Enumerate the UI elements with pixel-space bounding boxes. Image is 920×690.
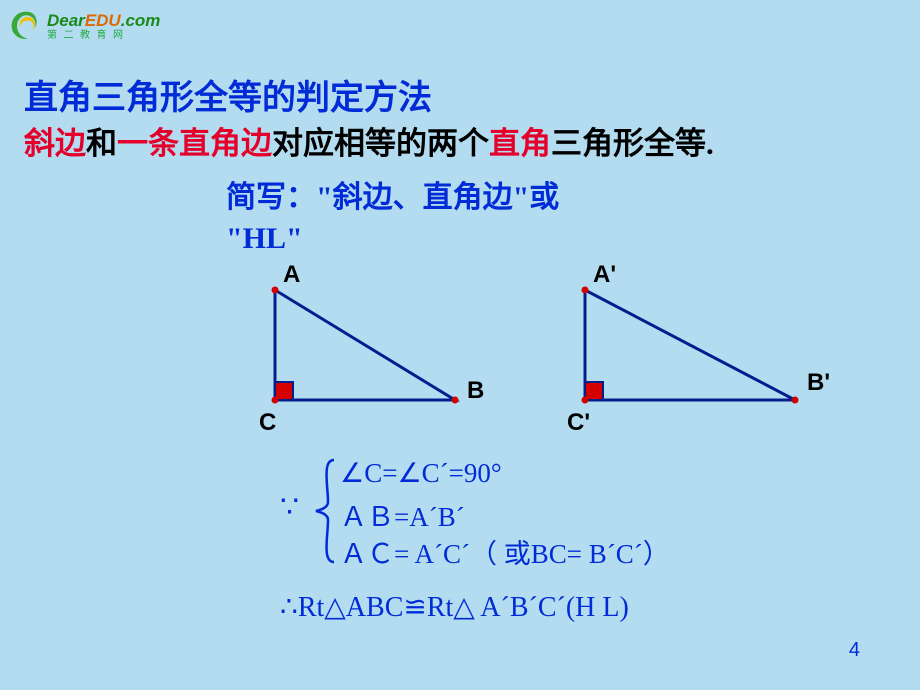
logo: DearEDU.com 第 二 教 育 网	[8, 8, 160, 44]
label-cp: C'	[567, 409, 590, 436]
label-bp: B'	[807, 369, 830, 396]
triangle-abc: A B C	[259, 261, 484, 436]
label-c: C	[259, 409, 276, 436]
logo-brand-green: Dear	[47, 11, 85, 30]
theorem-p1: 斜边	[24, 126, 86, 161]
page-number: 4	[849, 639, 860, 662]
theorem-p3: 一条直角边	[117, 126, 272, 161]
logo-text: DearEDU.com 第 二 教 育 网	[47, 12, 160, 41]
triangles-diagram: A B C A' B' C'	[235, 260, 875, 460]
theorem-p4: 对应相等的两个	[272, 126, 489, 161]
theorem-p2: 和	[86, 126, 117, 161]
page-title: 直角三角形全等的判定方法	[24, 70, 432, 119]
label-b: B	[467, 377, 484, 404]
brace-icon	[312, 456, 340, 566]
abbrev-line1: 简写："斜边、直角边"或	[226, 178, 559, 219]
triangle-apbpcp: A' B' C'	[567, 261, 830, 436]
abbrev: 简写："斜边、直角边"或 "HL"	[226, 178, 559, 259]
condition-1: ∠C=∠C´=90°	[340, 458, 502, 489]
theorem-p5: 直角	[489, 126, 551, 161]
because-symbol: ∵	[280, 490, 299, 525]
condition-2: ＡＢ=A´B´	[340, 495, 465, 534]
logo-sub: 第 二 教 育 网	[47, 31, 160, 41]
logo-swirl-icon	[8, 8, 44, 44]
label-a: A	[283, 261, 300, 288]
logo-brand-dot: .com	[121, 11, 161, 30]
abbrev-line2: "HL"	[226, 219, 559, 260]
condition-3: ＡＣ= A´C´（ 或BC= B´C´）	[340, 532, 670, 571]
theorem-text: 斜边和一条直角边对应相等的两个直角三角形全等.	[24, 118, 714, 163]
conclusion: ∴Rt△ABC≌Rt△ A´B´C´(H L)	[280, 590, 629, 624]
label-ap: A'	[593, 261, 616, 288]
theorem-p6: 三角形全等.	[551, 126, 714, 161]
logo-brand-orange: EDU	[85, 11, 121, 30]
